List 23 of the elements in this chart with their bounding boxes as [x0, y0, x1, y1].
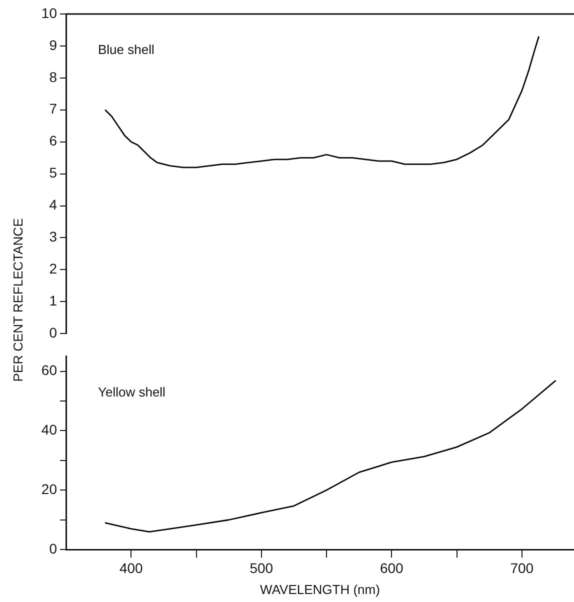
x-tick-label: 500: [250, 560, 274, 576]
y-tick-label: 8: [49, 68, 58, 85]
annotation: Blue shell: [98, 42, 154, 57]
y-tick-label: 20: [41, 481, 58, 498]
y-tick-label: 60: [41, 362, 58, 378]
y-tick-label: 40: [41, 422, 58, 438]
y-tick-label: 0: [49, 324, 58, 340]
y-tick-label: 5: [49, 164, 58, 181]
annotation: Yellow shell: [98, 384, 166, 400]
y-tick-label: 10: [41, 4, 58, 21]
x-axis-title: WAVELENGTH (nm): [260, 582, 380, 597]
y-tick-label: 3: [49, 228, 58, 245]
y-axis-title: PER CENT REFLECTANCE: [10, 218, 26, 382]
x-tick-label: 400: [119, 560, 144, 576]
x-tick-label: 700: [510, 560, 534, 576]
y-tick-label: 9: [49, 36, 58, 53]
y-tick-label: 6: [49, 132, 58, 149]
y-tick-label: 0: [49, 540, 58, 556]
y-tick-label: 2: [49, 260, 58, 277]
y-tick-label: 7: [49, 100, 58, 117]
y-tick-label: 4: [49, 196, 58, 213]
y-tick-label: 1: [49, 292, 58, 308]
x-tick-label: 600: [380, 560, 404, 576]
